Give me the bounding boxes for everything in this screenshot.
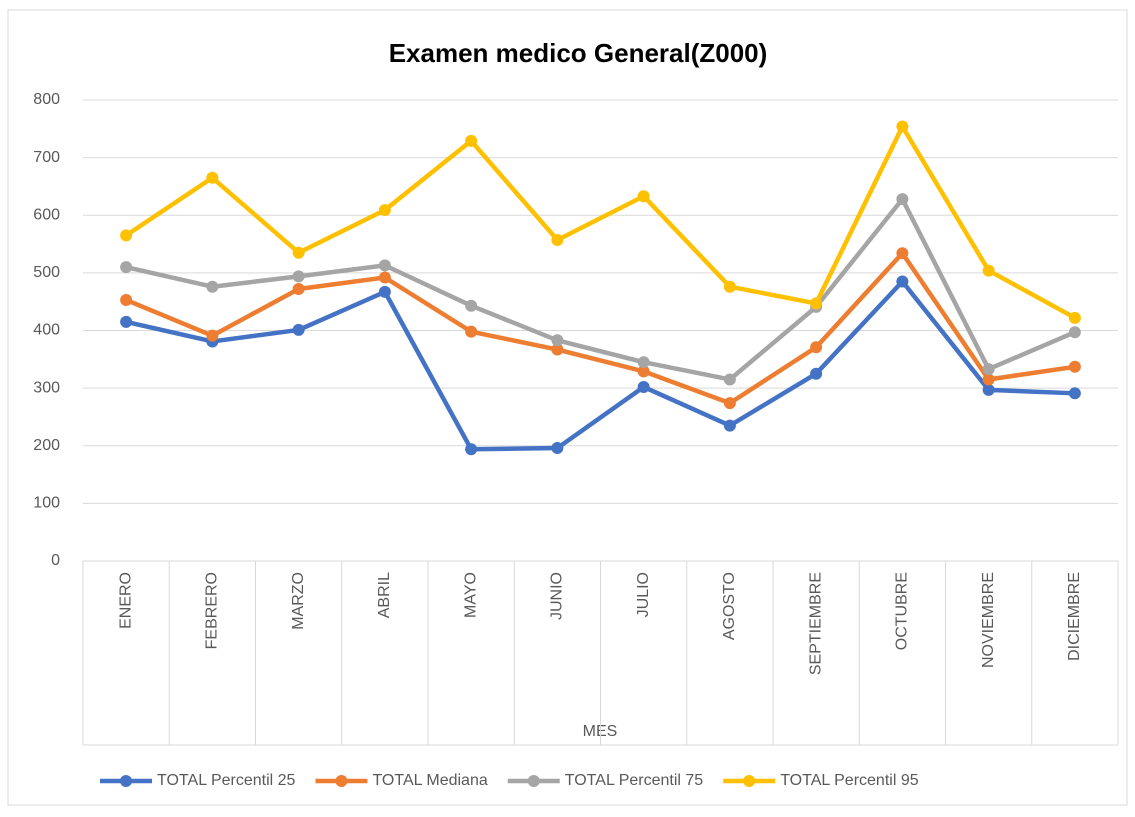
data-point <box>810 367 823 380</box>
legend-label: TOTAL Percentil 25 <box>157 772 296 789</box>
x-tick-label: NOVIEMBRE <box>980 572 997 668</box>
x-tick-label: DICIEMBRE <box>1066 572 1083 661</box>
data-point <box>1068 326 1081 339</box>
series-line <box>125 279 1075 452</box>
data-point <box>206 329 219 342</box>
y-tick-label: 500 <box>33 264 60 281</box>
chart-title: Examen medico General(Z000) <box>389 38 768 68</box>
data-point <box>292 323 305 336</box>
data-point <box>723 373 736 386</box>
data-point <box>1068 360 1081 373</box>
data-point <box>810 341 823 354</box>
data-point <box>551 442 564 455</box>
y-tick-label: 0 <box>51 552 60 569</box>
data-point <box>982 383 995 396</box>
data-point <box>378 204 391 217</box>
series-line <box>125 196 1076 382</box>
data-point <box>378 259 391 272</box>
legend-label: TOTAL Mediana <box>372 772 487 789</box>
y-tick-label: 100 <box>33 495 60 512</box>
x-tick-label: MARZO <box>290 572 307 630</box>
data-point <box>292 283 305 296</box>
legend-marker <box>743 775 756 787</box>
data-point <box>465 325 478 338</box>
data-point <box>465 443 478 456</box>
x-tick-label: FEBRERO <box>204 572 221 649</box>
x-tick-label: JUNIO <box>549 572 566 620</box>
y-tick-label: 400 <box>33 322 60 339</box>
data-point <box>896 247 909 260</box>
data-point <box>637 380 650 393</box>
legend-marker <box>335 775 348 787</box>
legend-label: TOTAL Percentil 75 <box>565 772 704 789</box>
data-point <box>637 190 650 203</box>
data-point <box>120 261 133 274</box>
x-tick-label: AGOSTO <box>721 572 738 640</box>
data-point <box>551 234 564 247</box>
y-tick-label: 600 <box>33 206 60 223</box>
series-line <box>125 251 1076 406</box>
x-tick-label: SEPTIEMBRE <box>807 572 824 675</box>
data-point <box>120 229 133 242</box>
data-point <box>465 299 478 312</box>
data-point <box>896 120 909 133</box>
data-point <box>206 280 219 293</box>
data-point <box>1068 387 1081 400</box>
data-point <box>982 373 995 386</box>
x-tick-label: ENERO <box>117 572 134 629</box>
data-point <box>465 134 478 147</box>
data-point <box>292 246 305 259</box>
x-tick-label: JULIO <box>635 572 652 617</box>
chart-border <box>7 9 1128 806</box>
data-point <box>810 297 823 310</box>
x-tick-label: OCTUBRE <box>894 572 911 650</box>
data-point <box>896 193 909 206</box>
legend-marker <box>120 775 132 787</box>
data-point <box>206 171 219 184</box>
y-tick-label: 800 <box>33 91 60 108</box>
legend-label: TOTAL Percentil 95 <box>780 772 919 789</box>
data-point <box>982 363 995 376</box>
x-tick-label: ABRIL <box>376 572 393 618</box>
series-line <box>124 124 1076 320</box>
data-point <box>551 343 564 356</box>
data-point <box>723 419 736 432</box>
data-point <box>982 264 995 277</box>
y-tick-label: 300 <box>33 379 60 396</box>
data-point <box>120 293 133 306</box>
data-point <box>378 285 391 298</box>
data-point <box>292 270 305 283</box>
data-point <box>637 356 650 369</box>
data-point <box>723 397 736 410</box>
legend-marker <box>527 775 540 787</box>
y-tick-label: 200 <box>33 437 60 454</box>
y-tick-label: 700 <box>33 149 60 166</box>
data-point <box>378 271 391 284</box>
data-point <box>551 334 564 347</box>
data-point <box>120 315 133 328</box>
data-point <box>637 365 650 378</box>
x-tick-label: MAYO <box>462 572 479 618</box>
data-point <box>723 280 736 293</box>
data-point <box>1068 311 1081 324</box>
data-point <box>896 275 909 288</box>
